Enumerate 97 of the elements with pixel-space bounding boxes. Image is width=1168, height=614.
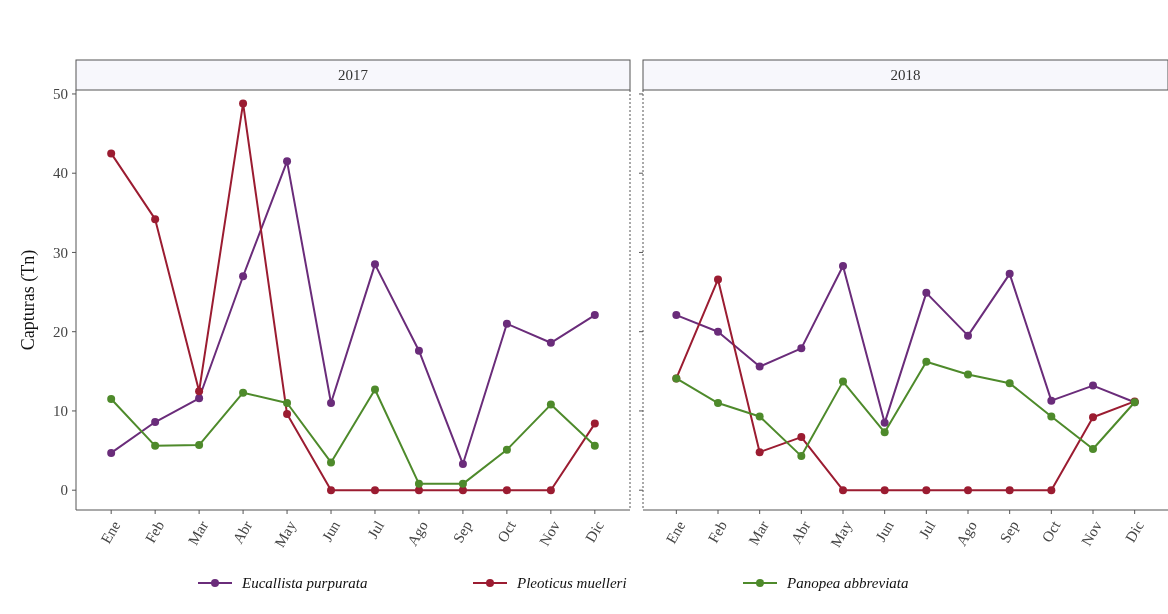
chart-title: 2018	[890, 67, 921, 83]
point	[714, 399, 722, 408]
point	[922, 288, 931, 297]
point	[327, 458, 336, 467]
point	[1047, 412, 1056, 421]
point	[239, 99, 248, 108]
point	[1005, 486, 1014, 495]
point	[414, 346, 423, 355]
y-tick-label: 0	[60, 482, 68, 499]
point	[151, 215, 160, 224]
point	[1047, 396, 1056, 405]
point	[327, 486, 336, 495]
y-tick-label: 30	[53, 244, 68, 261]
x-tick-label: Mar	[184, 518, 212, 548]
point	[239, 272, 248, 281]
point	[151, 441, 160, 450]
x-tick-label: Abr	[229, 518, 256, 547]
x-tick-label: Dic	[1122, 517, 1147, 545]
point	[839, 261, 847, 270]
point	[922, 357, 931, 366]
x-tick-label: Ago	[404, 518, 432, 549]
point	[1089, 444, 1097, 453]
point	[964, 331, 972, 340]
point	[1089, 413, 1097, 422]
point	[546, 400, 555, 409]
point	[546, 338, 555, 347]
point	[922, 486, 931, 495]
point	[458, 479, 467, 488]
x-tick-label: Mar	[745, 518, 772, 548]
point	[755, 362, 764, 371]
y-tick-label: 50	[53, 86, 68, 103]
y-tick-label: 10	[53, 403, 68, 420]
point	[839, 377, 847, 386]
point	[502, 319, 511, 328]
point	[370, 260, 379, 269]
x-tick-label: Feb	[142, 518, 168, 546]
point	[283, 399, 292, 408]
x-tick-label: Jun	[872, 517, 898, 545]
point	[880, 428, 889, 437]
y-tick-label: 20	[53, 323, 68, 340]
point	[502, 486, 511, 495]
point	[964, 370, 972, 379]
x-tick-label: Jul	[915, 518, 939, 542]
chart-title: 2017	[338, 67, 369, 83]
point	[458, 460, 467, 469]
x-tick-label: Ene	[97, 517, 124, 547]
point	[590, 311, 599, 320]
point	[283, 157, 292, 166]
y-tick-label: 40	[53, 165, 68, 182]
point	[502, 445, 511, 454]
point	[195, 441, 204, 450]
x-tick-label: Ago	[953, 518, 981, 549]
point	[370, 486, 379, 495]
legend-label: Pleoticus muelleri	[516, 575, 627, 592]
point	[755, 448, 764, 457]
point	[107, 395, 116, 404]
legend-label: Panopea abbreviata	[786, 575, 909, 592]
x-tick-label: Dic	[582, 517, 608, 545]
point	[839, 486, 847, 495]
x-tick-label: Ene	[662, 517, 689, 547]
point	[755, 412, 764, 421]
point	[1005, 379, 1014, 388]
x-tick-label: Oct	[1038, 517, 1064, 545]
point	[107, 149, 116, 158]
point	[714, 327, 722, 336]
point	[880, 418, 889, 427]
point	[672, 311, 681, 320]
x-tick-label: Jul	[364, 518, 388, 542]
point	[195, 394, 204, 403]
legend-label: Eucallista purpurata	[241, 575, 368, 592]
point	[797, 452, 806, 461]
point	[370, 385, 379, 394]
point	[797, 433, 806, 442]
x-tick-label: Sep	[449, 518, 476, 546]
point	[1047, 486, 1056, 495]
point	[880, 486, 889, 495]
point	[195, 387, 204, 396]
point	[590, 419, 599, 428]
x-tick-label: Oct	[494, 517, 520, 545]
x-tick-label: Sep	[996, 518, 1022, 546]
point	[714, 275, 722, 284]
point	[107, 448, 116, 457]
point	[1089, 381, 1097, 390]
x-tick-label: Feb	[705, 518, 731, 546]
point	[590, 441, 599, 450]
point	[414, 479, 423, 488]
x-tick-label: Jun	[318, 517, 344, 545]
point	[239, 388, 248, 397]
point	[1005, 269, 1014, 278]
point	[283, 410, 292, 419]
point	[964, 486, 972, 495]
x-tick-label: Abr	[787, 518, 814, 547]
point	[546, 486, 555, 495]
point	[151, 418, 160, 427]
y-axis-title: Capturas (Tn)	[18, 249, 39, 351]
point	[797, 344, 806, 353]
point	[327, 399, 336, 408]
